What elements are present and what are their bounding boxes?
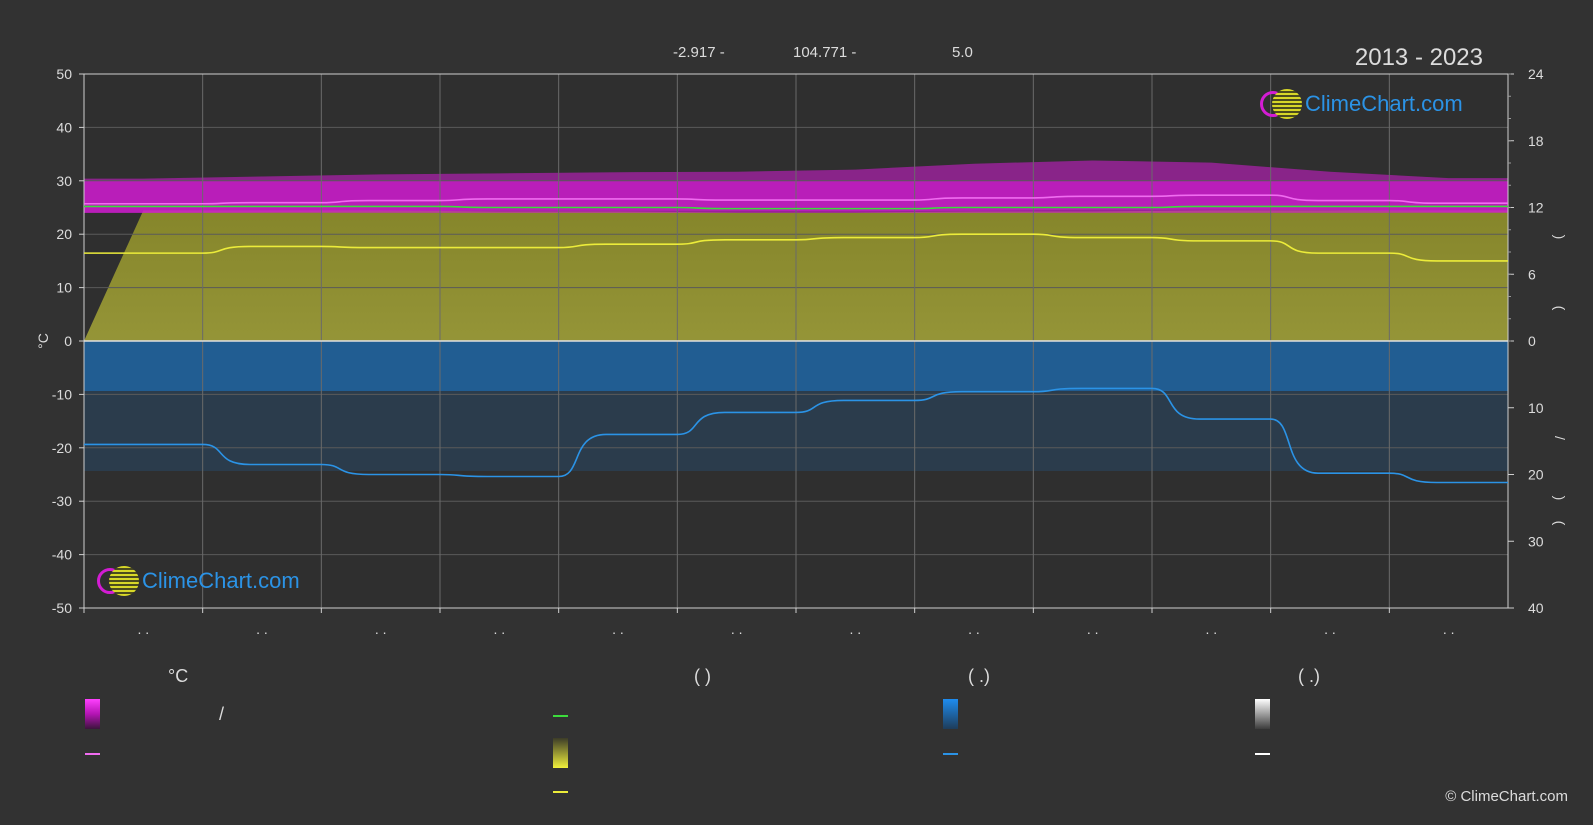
legend-snow-heading: ( .) <box>1298 666 1320 686</box>
month-label: . . <box>256 621 268 637</box>
copyright: © ClimeChart.com <box>1445 788 1568 805</box>
left-tick-label: -20 <box>52 440 72 456</box>
legend-temp-heading: °C <box>168 666 189 686</box>
month-label: . . <box>849 621 861 637</box>
logo-top: ClimeChart.com <box>1260 89 1463 119</box>
right-top-tick-label: 24 <box>1528 66 1544 82</box>
month-label: . . <box>612 621 624 637</box>
right-bottom-tick-label: 20 <box>1528 467 1544 483</box>
left-tick-label: 10 <box>56 280 72 296</box>
chart-ticks: 50 40 30 20 10 0 -10 -20 -30 -40 -50 °C 24 18 12 6 0 10 20… <box>35 66 1568 637</box>
right-axis-label-char: ( <box>1552 306 1568 311</box>
logo-bottom: ClimeChart.com <box>97 566 300 596</box>
right-bottom-tick-label: 40 <box>1528 600 1544 616</box>
legend-rain-line <box>943 753 958 755</box>
month-label: . . <box>137 621 149 637</box>
left-tick-label: -40 <box>52 547 72 563</box>
legend-sunshine-swatch <box>553 738 568 768</box>
left-tick-label: -50 <box>52 600 72 616</box>
chart-lines <box>83 194 1508 484</box>
legend-mean-temp-line <box>85 753 100 755</box>
left-axis-unit: °C <box>35 333 51 349</box>
left-tick-label: 0 <box>64 333 72 349</box>
elevation-label: 5.0 <box>952 44 973 61</box>
logo-text: ClimeChart.com <box>1305 91 1463 116</box>
daylight-line <box>83 205 1508 210</box>
month-label: . . <box>1205 621 1217 637</box>
legend-rain-swatch <box>943 699 958 729</box>
right-axis-label-char: ( <box>1552 521 1568 526</box>
right-axis-label-char: / <box>1552 436 1568 440</box>
mean-temp-line <box>84 194 1508 205</box>
right-top-tick-label: 0 <box>1528 333 1536 349</box>
latitude-label: -2.917 - <box>673 44 725 61</box>
month-label: . . <box>375 621 387 637</box>
month-label: . . <box>968 621 980 637</box>
chart-grid <box>83 73 1509 609</box>
right-bottom-tick-label: 30 <box>1528 533 1544 549</box>
year-range: 2013 - 2023 <box>1354 44 1483 71</box>
right-top-tick-label: 6 <box>1528 266 1536 282</box>
left-tick-label: -10 <box>52 386 72 402</box>
legend-snow-swatch <box>1255 699 1270 729</box>
legend-snow-line <box>1255 753 1270 755</box>
left-tick-label: 40 <box>56 119 72 135</box>
month-label: . . <box>493 621 505 637</box>
right-axis-label-char: ) <box>1552 235 1568 240</box>
left-tick-label: 50 <box>56 66 72 82</box>
month-label: . . <box>1324 621 1336 637</box>
logo-text: ClimeChart.com <box>142 568 300 593</box>
month-label: . . <box>1443 621 1455 637</box>
legend-sun-heading: ( ) <box>694 666 711 686</box>
rain-line <box>83 387 1508 484</box>
month-label: . . <box>731 621 743 637</box>
logo-sun-icon <box>1272 89 1302 119</box>
legend-temp-range-swatch <box>85 699 100 729</box>
legend-rain-heading: ( .) <box>968 666 990 686</box>
left-tick-label: 20 <box>56 226 72 242</box>
right-bottom-tick-label: 10 <box>1528 400 1544 416</box>
sunshine-line <box>84 233 1508 262</box>
legend-sunshine-line <box>553 791 568 793</box>
right-axis-label-char: ) <box>1552 496 1568 501</box>
legend-temp-slash: / <box>219 704 225 724</box>
logo-sun-icon <box>109 566 139 596</box>
left-tick-label: -30 <box>52 493 72 509</box>
left-tick-label: 30 <box>56 173 72 189</box>
right-top-tick-label: 12 <box>1528 200 1544 216</box>
month-label: . . <box>1087 621 1099 637</box>
right-top-tick-label: 18 <box>1528 133 1544 149</box>
legend-daylight-line <box>553 715 568 717</box>
longitude-label: 104.771 - <box>793 44 857 61</box>
